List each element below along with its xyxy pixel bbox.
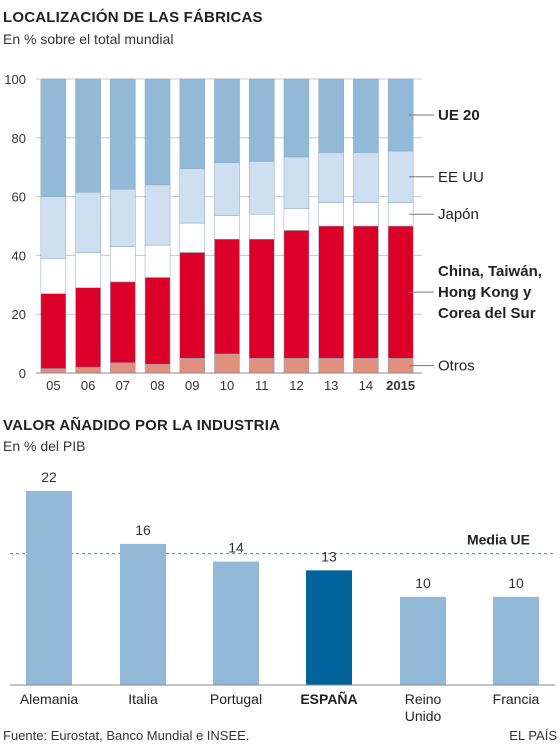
bar-segment: [75, 78, 101, 193]
bar-segment: [144, 244, 171, 278]
publisher-credit: EL PAÍS: [509, 728, 557, 743]
bar-segment: [318, 152, 344, 203]
source-note: Fuente: Eurostat, Banco Mundial e INSEE.: [3, 728, 250, 743]
bar-segment: [387, 150, 414, 203]
category-label: Alemania: [20, 691, 79, 707]
legend-label: Corea del Sur: [438, 305, 536, 322]
bar-segment: [353, 152, 379, 203]
bar-segment: [144, 277, 171, 365]
bar: [493, 596, 539, 685]
category-label: Unido: [405, 708, 442, 724]
bar: [26, 491, 72, 685]
data-label: 13: [321, 548, 337, 564]
legend-label: Hong Kong y: [438, 284, 532, 301]
bar-segment: [110, 78, 136, 190]
bar-segment: [318, 78, 344, 153]
eu-average-label: Media UE: [467, 532, 530, 548]
y-tick-label: 20: [12, 307, 26, 322]
bar-segment: [40, 196, 67, 259]
bar-segment: [318, 225, 344, 359]
y-tick-label: 40: [12, 248, 26, 263]
bar-segment: [248, 161, 275, 215]
bar-segment: [283, 78, 310, 158]
bar-segment: [214, 78, 240, 164]
x-tick-label: 2015: [386, 378, 415, 393]
bar-segment: [283, 230, 310, 359]
bar-segment: [110, 189, 136, 247]
data-label: 10: [415, 575, 431, 591]
chart2-title: VALOR AÑADIDO POR LA INDUSTRIA: [3, 417, 281, 434]
bar-segment: [353, 78, 379, 153]
data-label: 14: [228, 540, 244, 556]
x-tick-label: 06: [81, 378, 95, 393]
bar-segment: [144, 78, 171, 186]
bar-segment: [214, 162, 240, 216]
chart1-title: LOCALIZACIÓN DE LAS FÁBRICAS: [3, 9, 263, 26]
bar-segment: [248, 78, 275, 162]
category-label: ESPAÑA: [300, 690, 357, 707]
legend-label: China, Taiwán,: [438, 263, 542, 280]
x-tick-label: 10: [220, 378, 234, 393]
y-tick-label: 100: [4, 72, 26, 87]
legend-label: Japón: [438, 206, 479, 223]
bar-segment: [179, 168, 206, 224]
bar: [213, 561, 259, 685]
legend-label: Otros: [438, 358, 475, 375]
bar-segment: [40, 293, 67, 369]
category-label: Portugal: [210, 691, 262, 707]
bar-segment: [179, 78, 206, 169]
bar-segment: [283, 156, 310, 209]
y-tick-label: 60: [12, 190, 26, 205]
x-tick-label: 09: [185, 378, 199, 393]
bar-segment: [179, 222, 206, 253]
legend-label: EE UU: [438, 169, 484, 186]
x-tick-label: 11: [255, 378, 269, 393]
bar-segment: [40, 78, 67, 197]
x-tick-label: 12: [289, 378, 303, 393]
x-tick-label: 08: [150, 378, 164, 393]
bar-segment: [40, 258, 67, 294]
bar-segment: [179, 252, 206, 359]
x-tick-label: 14: [359, 378, 373, 393]
x-tick-label: 07: [116, 378, 130, 393]
category-label: Reino: [405, 691, 442, 707]
bar-segment: [144, 184, 171, 246]
bar-segment: [387, 78, 414, 152]
bar-segment: [75, 252, 101, 288]
industry-value-added-chart: Media UE 22 Alemania 16 Italia 14 Portugal 13 ES…: [10, 469, 555, 724]
x-tick-label: 05: [46, 378, 60, 393]
bar-segment: [75, 191, 101, 253]
bar-segment: [248, 213, 275, 240]
bar-segment: [110, 281, 136, 363]
bar-segment: [110, 246, 136, 283]
x-tick-label: 13: [324, 378, 338, 393]
data-label: 16: [135, 522, 151, 538]
legend-label: UE 20: [438, 107, 480, 124]
bar-segment: [248, 238, 275, 359]
y-tick-label: 0: [19, 366, 26, 381]
chart1-subtitle: En % sobre el total mundial: [3, 31, 174, 47]
bar-segment: [214, 238, 240, 355]
bar-segment: [75, 287, 101, 368]
bar: [120, 543, 166, 685]
bar: [400, 596, 446, 685]
bar: [306, 570, 352, 685]
category-label: Francia: [493, 691, 540, 707]
factory-location-chart: 0 20 40 60 80 100 05 06 07 08 09 10 11 12 13 14 2015 Otro…: [4, 72, 542, 393]
chart2-subtitle: En % del PIB: [3, 438, 86, 454]
data-label: 22: [41, 469, 57, 485]
data-label: 10: [508, 575, 524, 591]
category-label: Italia: [128, 691, 158, 707]
y-tick-label: 80: [12, 131, 26, 146]
